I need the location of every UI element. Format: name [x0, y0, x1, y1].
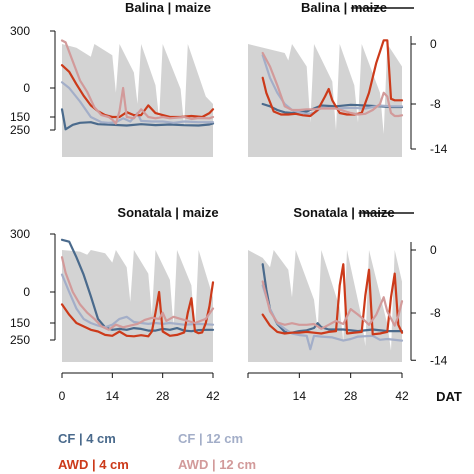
- left-tick-label: 150: [10, 316, 30, 330]
- left-tick-label: 250: [10, 123, 30, 137]
- panel-title: Sonatala | maize: [117, 205, 218, 220]
- series-line-awd-4-cm: [261, 39, 404, 118]
- panel-2: Balina | maize 0 -8 -14: [248, 0, 448, 157]
- series-line-cf-12-cm: [60, 81, 215, 124]
- legend-awd-12cm: AWD | 12 cm: [178, 457, 257, 472]
- x-tick-label: 28: [344, 389, 358, 403]
- x-tick-label: 0: [59, 389, 66, 403]
- right-tick-label: -14: [430, 142, 448, 156]
- series-line-awd-4-cm: [261, 263, 404, 336]
- left-tick-label: 250: [10, 333, 30, 347]
- right-tick-label: -8: [430, 97, 441, 111]
- right-tick-label: -8: [430, 306, 441, 320]
- series-line-awd-4-cm: [60, 64, 215, 119]
- series-line-awd-12-cm: [60, 39, 215, 125]
- legend-cf-12cm: CF | 12 cm: [178, 431, 244, 446]
- left-tick-label: 300: [10, 227, 30, 241]
- panel-background-area: [248, 30, 402, 157]
- series-line-cf-4-cm: [60, 108, 215, 131]
- right-tick-label: -14: [430, 353, 448, 367]
- x-tick-label: 14: [106, 389, 120, 403]
- series-line-cf-12-cm: [261, 284, 404, 351]
- water-table-boundary: [62, 30, 213, 127]
- panel-title: Balina | maize: [125, 0, 211, 15]
- x-tick-label: 14: [293, 389, 307, 403]
- panel-4: Sonatala | maize 0 -8 -14 14 28 42: [247, 205, 448, 403]
- x-axis-label: DAT: [436, 389, 462, 404]
- series-line-awd-12-cm: [261, 51, 404, 118]
- left-tick-label: 300: [10, 24, 30, 38]
- water-table-boundary: [248, 30, 402, 134]
- panel-title: Balina | maize: [301, 0, 387, 15]
- water-table-boundary: [62, 233, 213, 332]
- x-tick-label: 42: [395, 389, 409, 403]
- series-line-awd-12-cm: [60, 256, 215, 331]
- right-tick-label: 0: [430, 243, 437, 257]
- right-tick-label: 0: [430, 37, 437, 51]
- panel-3: Sonatala | maize 300 0 150 250 0 14 28 42: [10, 205, 220, 403]
- series-line-awd-4-cm: [60, 281, 215, 338]
- x-tick-label: 28: [156, 389, 170, 403]
- series-line-cf-4-cm: [60, 238, 215, 333]
- left-tick-label: 0: [23, 285, 30, 299]
- x-tick-label: 42: [206, 389, 220, 403]
- panel-title: Sonatala | maize: [293, 205, 394, 220]
- legend-awd-4cm: AWD | 4 cm: [58, 457, 129, 472]
- left-tick-label: 150: [10, 110, 30, 124]
- series-line-awd-12-cm: [261, 280, 404, 330]
- legend-cf-4cm: CF | 4 cm: [58, 431, 116, 446]
- series-line-cf-12-cm: [60, 273, 215, 329]
- left-tick-label: 0: [23, 81, 30, 95]
